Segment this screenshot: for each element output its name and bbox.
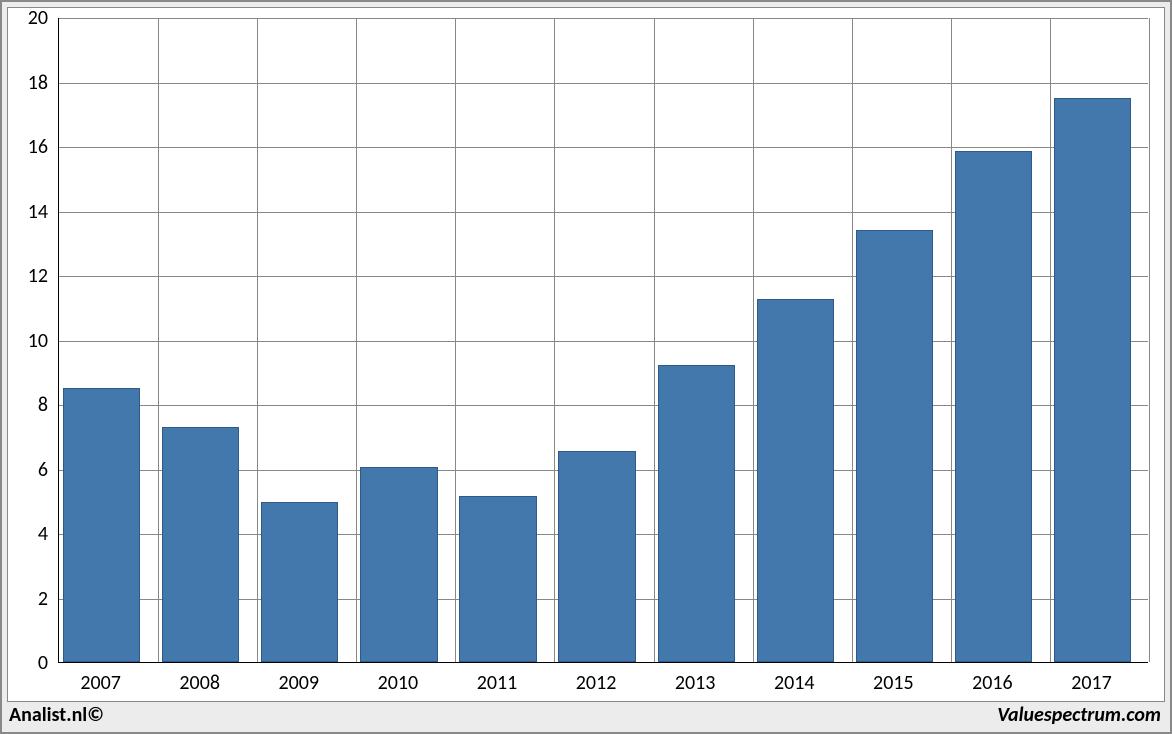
x-tick-label: 2008 [179,671,220,695]
bar [261,502,338,662]
y-tick-label: 4 [38,522,48,546]
bar [558,451,635,662]
bar [162,427,239,662]
gridline-vertical [257,18,258,662]
gridline-vertical [356,18,357,662]
y-tick-label: 8 [38,393,48,417]
x-tick-label: 2014 [774,671,815,695]
y-tick-label: 20 [28,6,48,30]
x-tick-label: 2009 [279,671,320,695]
gridline-vertical [852,18,853,662]
bar [459,496,536,662]
y-tick-label: 14 [28,200,48,224]
x-tick-label: 2017 [1071,671,1112,695]
plot-area [58,18,1148,663]
bar [658,365,735,662]
y-tick-label: 10 [28,329,48,353]
x-tick-label: 2007 [80,671,121,695]
gridline-vertical [951,18,952,662]
x-tick-label: 2012 [576,671,617,695]
y-tick-label: 0 [38,651,48,675]
gridline-vertical [554,18,555,662]
y-tick-label: 12 [28,264,48,288]
gridline-vertical [654,18,655,662]
gridline-horizontal [59,147,1148,148]
gridline-horizontal [59,83,1148,84]
y-tick-label: 2 [38,587,48,611]
x-tick-label: 2010 [378,671,419,695]
bar [757,299,834,662]
gridline-vertical [1050,18,1051,662]
gridline-horizontal [59,18,1148,19]
gridline-vertical [1149,18,1150,662]
gridline-vertical [455,18,456,662]
chart-outer-frame: 0 2 4 6 8 10 12 14 16 18 20 2007 2008 2009 2010 2011 20… [0,0,1172,734]
gridline-vertical [753,18,754,662]
bar [1054,98,1131,662]
x-tick-label: 2015 [873,671,914,695]
x-tick-label: 2013 [675,671,716,695]
bar [360,467,437,662]
y-tick-label: 6 [38,458,48,482]
y-tick-label: 16 [28,135,48,159]
footer-right-attribution: Valuespectrum.com [997,703,1161,727]
bar [856,230,933,662]
chart-inner-frame: 0 2 4 6 8 10 12 14 16 18 20 2007 2008 2009 2010 2011 20… [7,7,1165,702]
footer-left-attribution: Analist.nl© [9,703,104,727]
y-tick-label: 18 [28,71,48,95]
gridline-vertical [158,18,159,662]
bar [63,388,140,662]
bar [955,151,1032,662]
x-tick-label: 2011 [477,671,518,695]
x-tick-label: 2016 [972,671,1013,695]
